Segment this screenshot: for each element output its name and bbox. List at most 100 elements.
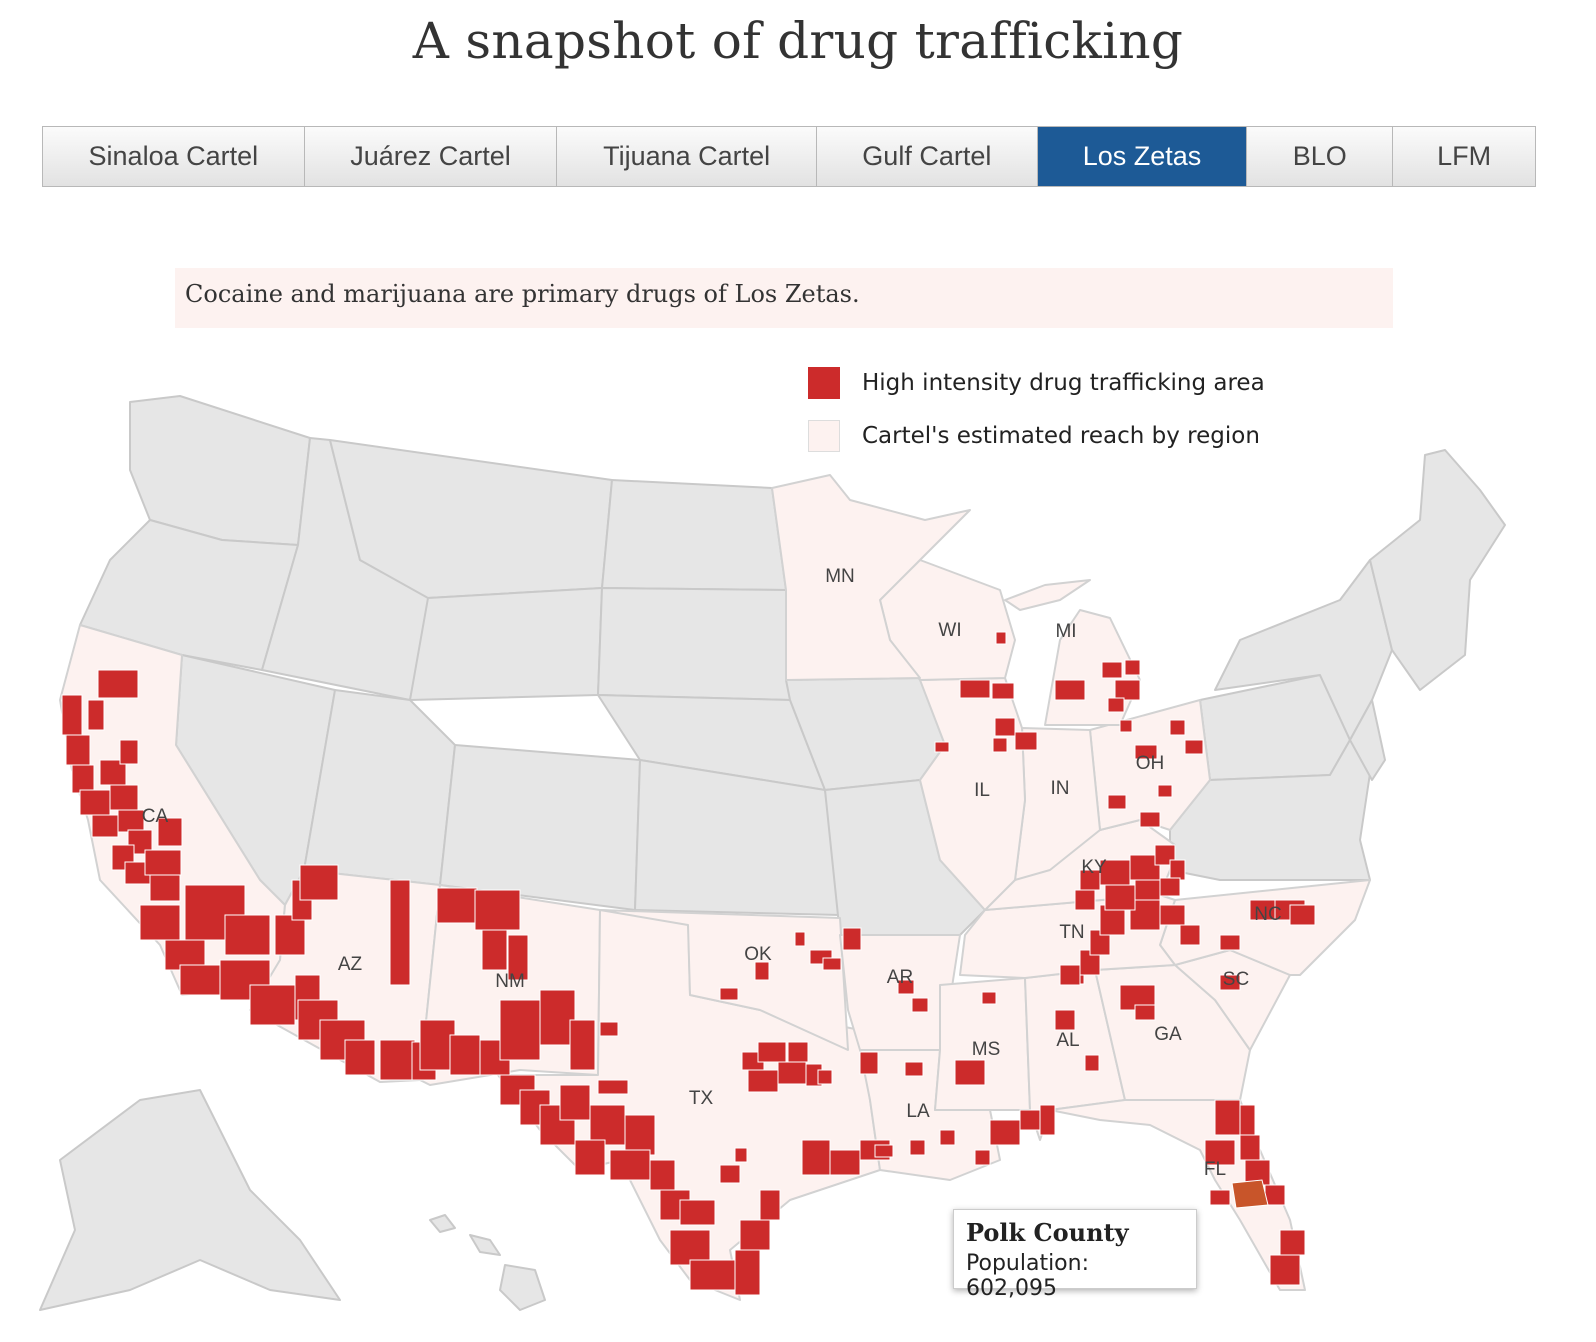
high-intensity-county[interactable]: [1214, 1099, 1241, 1136]
high-intensity-county[interactable]: [474, 889, 521, 931]
high-intensity-county[interactable]: [734, 1147, 748, 1163]
high-intensity-county[interactable]: [904, 1061, 924, 1077]
high-intensity-county[interactable]: [589, 1104, 626, 1146]
state-nd[interactable]: [601, 479, 787, 591]
state-or[interactable]: [79, 519, 299, 671]
high-intensity-county[interactable]: [97, 669, 139, 699]
high-intensity-county[interactable]: [649, 1159, 676, 1191]
high-intensity-county[interactable]: [959, 679, 991, 699]
high-intensity-county[interactable]: [754, 961, 770, 981]
high-intensity-county[interactable]: [1084, 1054, 1100, 1072]
state-mn[interactable]: [771, 474, 971, 681]
high-intensity-county[interactable]: [389, 879, 411, 986]
state-new-england[interactable]: [1369, 449, 1506, 691]
high-intensity-county[interactable]: [1059, 964, 1081, 986]
high-intensity-county[interactable]: [1134, 1004, 1156, 1021]
high-intensity-county[interactable]: [1107, 794, 1127, 810]
high-intensity-county[interactable]: [1099, 859, 1131, 886]
high-intensity-county[interactable]: [734, 1249, 761, 1296]
tab-los-zetas[interactable]: Los Zetas: [1037, 127, 1248, 186]
high-intensity-county[interactable]: [974, 1149, 991, 1166]
high-intensity-county[interactable]: [157, 817, 183, 847]
high-intensity-county[interactable]: [719, 1164, 741, 1184]
high-intensity-county[interactable]: [981, 991, 997, 1005]
high-intensity-county[interactable]: [449, 1034, 481, 1076]
high-intensity-county[interactable]: [539, 989, 576, 1046]
high-intensity-county[interactable]: [149, 874, 181, 902]
high-intensity-county[interactable]: [109, 784, 139, 811]
high-intensity-county[interactable]: [609, 1149, 651, 1181]
tab-sinaloa-cartel[interactable]: Sinaloa Cartel: [43, 127, 305, 186]
high-intensity-county[interactable]: [1114, 679, 1141, 701]
high-intensity-county[interactable]: [939, 1129, 956, 1146]
high-intensity-county[interactable]: [1179, 924, 1201, 946]
high-intensity-county[interactable]: [787, 1041, 809, 1063]
polk-county[interactable]: [1231, 1179, 1269, 1209]
high-intensity-county[interactable]: [65, 734, 91, 766]
high-intensity-county[interactable]: [1204, 1139, 1236, 1166]
high-intensity-county[interactable]: [119, 739, 139, 765]
high-intensity-county[interactable]: [299, 864, 339, 901]
high-intensity-county[interactable]: [1264, 1184, 1286, 1206]
state-ak[interactable]: [39, 1089, 341, 1311]
high-intensity-county[interactable]: [1134, 744, 1158, 760]
high-intensity-county[interactable]: [911, 997, 929, 1013]
high-intensity-county[interactable]: [909, 1139, 926, 1156]
high-intensity-county[interactable]: [224, 914, 271, 956]
high-intensity-county[interactable]: [599, 1021, 619, 1037]
high-intensity-county[interactable]: [1169, 719, 1186, 736]
high-intensity-county[interactable]: [991, 682, 1015, 700]
high-intensity-county[interactable]: [994, 717, 1016, 737]
high-intensity-county[interactable]: [1239, 1134, 1261, 1161]
high-intensity-county[interactable]: [274, 914, 306, 956]
high-intensity-county[interactable]: [989, 1119, 1021, 1146]
state-nj-de[interactable]: [1349, 699, 1386, 781]
high-intensity-county[interactable]: [995, 631, 1007, 645]
high-intensity-county[interactable]: [874, 1144, 894, 1158]
tab-gulf-cartel[interactable]: Gulf Cartel: [816, 127, 1038, 186]
high-intensity-county[interactable]: [679, 1199, 716, 1226]
high-intensity-county[interactable]: [747, 1069, 779, 1093]
high-intensity-county[interactable]: [842, 927, 862, 951]
state-sd[interactable]: [597, 587, 791, 701]
state-co[interactable]: [439, 744, 641, 911]
high-intensity-county[interactable]: [499, 999, 541, 1061]
high-intensity-county[interactable]: [1074, 889, 1096, 911]
high-intensity-county[interactable]: [1134, 879, 1161, 901]
high-intensity-county[interactable]: [954, 1059, 986, 1086]
high-intensity-county[interactable]: [992, 737, 1008, 753]
high-intensity-county[interactable]: [1107, 697, 1125, 713]
high-intensity-county[interactable]: [1239, 1104, 1256, 1136]
high-intensity-county[interactable]: [574, 1139, 606, 1176]
high-intensity-county[interactable]: [1159, 904, 1186, 926]
high-intensity-county[interactable]: [1279, 1229, 1306, 1256]
high-intensity-county[interactable]: [481, 929, 508, 971]
high-intensity-county[interactable]: [61, 694, 83, 736]
high-intensity-county[interactable]: [436, 887, 478, 924]
high-intensity-county[interactable]: [817, 1069, 833, 1085]
high-intensity-county[interactable]: [669, 1229, 711, 1266]
high-intensity-county[interactable]: [859, 1051, 879, 1075]
high-intensity-county[interactable]: [249, 984, 296, 1026]
high-intensity-county[interactable]: [757, 1041, 787, 1063]
high-intensity-county[interactable]: [1054, 679, 1086, 701]
high-intensity-county[interactable]: [1119, 719, 1133, 733]
high-intensity-county[interactable]: [1101, 661, 1123, 679]
high-intensity-county[interactable]: [91, 814, 119, 838]
high-intensity-county[interactable]: [1169, 859, 1186, 881]
high-intensity-county[interactable]: [777, 1061, 807, 1085]
high-intensity-county[interactable]: [1139, 811, 1161, 828]
high-intensity-county[interactable]: [1054, 1009, 1076, 1031]
high-intensity-county[interactable]: [822, 957, 842, 971]
tab-juarez-cartel[interactable]: Juárez Cartel: [304, 127, 558, 186]
state-hi[interactable]: [429, 1214, 546, 1311]
high-intensity-county[interactable]: [117, 809, 145, 833]
high-intensity-county[interactable]: [739, 1219, 771, 1251]
high-intensity-county[interactable]: [1159, 877, 1181, 897]
high-intensity-county[interactable]: [344, 1039, 376, 1076]
high-intensity-county[interactable]: [144, 849, 182, 876]
high-intensity-county[interactable]: [624, 1114, 656, 1156]
high-intensity-county[interactable]: [1104, 884, 1136, 911]
high-intensity-county[interactable]: [1157, 784, 1173, 798]
